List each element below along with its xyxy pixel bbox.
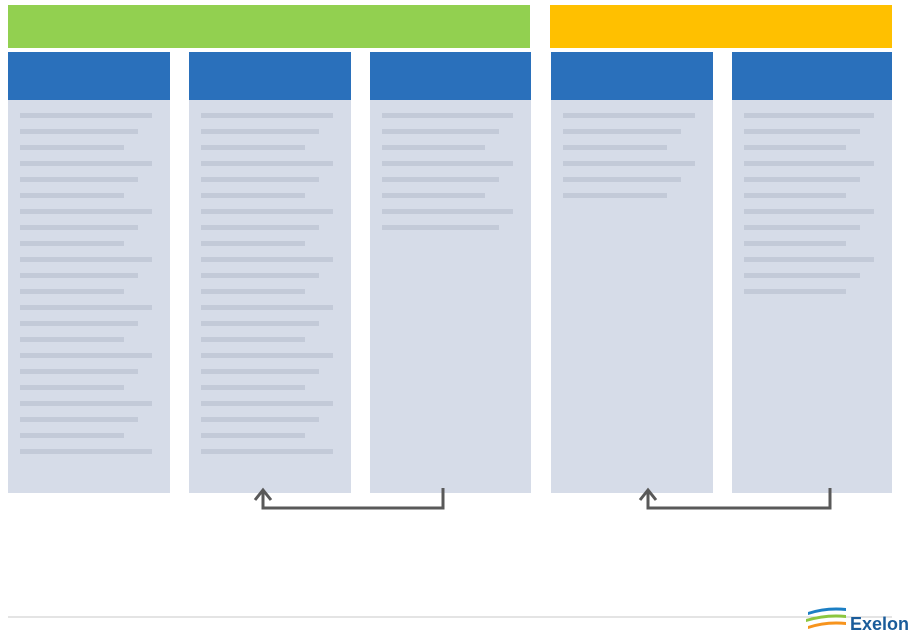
arrow-head: [638, 487, 658, 501]
blurred-text-line: [201, 209, 333, 214]
blurred-text-line: [20, 401, 152, 406]
blurred-text-line: [201, 273, 319, 278]
blurred-text-line: [382, 113, 513, 118]
blurred-text-line: [20, 433, 124, 438]
blurred-text-line: [201, 353, 333, 358]
column-header: [732, 52, 892, 100]
arrow: [261, 488, 445, 510]
blurred-text-line: [20, 449, 152, 454]
blurred-text-line: [20, 289, 124, 294]
column-header: [8, 52, 170, 100]
arrow: [646, 488, 832, 510]
blurred-text-line: [20, 177, 138, 182]
blurred-text-line: [20, 385, 124, 390]
blurred-text-line: [201, 385, 305, 390]
blurred-text-line: [201, 113, 333, 118]
arrows: [253, 487, 832, 510]
logo-stripe: [808, 621, 846, 629]
blurred-text-line: [201, 417, 319, 422]
blurred-text-line: [20, 417, 138, 422]
blurred-text-line: [201, 289, 305, 294]
columns: [8, 52, 892, 493]
column-body: [551, 100, 713, 493]
column-header: [370, 52, 531, 100]
logo-mark: [806, 607, 846, 629]
blurred-text-line: [201, 321, 319, 326]
blurred-text-line: [201, 177, 319, 182]
blurred-text-line: [744, 273, 860, 278]
blurred-text-line: [20, 257, 152, 262]
blurred-text-line: [744, 241, 846, 246]
blurred-text-line: [20, 161, 152, 166]
blurred-text-line: [744, 145, 846, 150]
blurred-text-line: [201, 401, 333, 406]
yellow-banner: [550, 5, 892, 48]
blurred-text-line: [563, 177, 681, 182]
blurred-text-line: [201, 257, 333, 262]
column-header: [551, 52, 713, 100]
blurred-text-line: [20, 241, 124, 246]
blurred-text-line: [20, 321, 138, 326]
blurred-text-line: [20, 209, 152, 214]
blurred-text-line: [563, 145, 667, 150]
logo-text: Exelon: [850, 614, 909, 633]
blurred-text-line: [744, 289, 846, 294]
blurred-text-line: [201, 193, 305, 198]
blurred-text-line: [201, 337, 305, 342]
blurred-text-line: [20, 145, 124, 150]
blurred-text-line: [744, 257, 874, 262]
blurred-text-line: [382, 129, 499, 134]
blurred-text-line: [20, 369, 138, 374]
blurred-text-line: [744, 129, 860, 134]
blurred-text-line: [20, 193, 124, 198]
blurred-text-line: [744, 193, 846, 198]
blurred-text-line: [201, 369, 319, 374]
blurred-text-line: [201, 433, 305, 438]
blurred-text-line: [20, 113, 152, 118]
blurred-text-line: [744, 225, 860, 230]
blurred-text-line: [20, 337, 124, 342]
blurred-text-line: [744, 177, 860, 182]
blurred-text-line: [563, 193, 667, 198]
logo-stripe: [806, 614, 846, 622]
blurred-text-line: [382, 225, 499, 230]
blurred-text-line: [20, 225, 138, 230]
blurred-text-line: [382, 177, 499, 182]
blurred-text-line: [744, 209, 874, 214]
blurred-text-line: [201, 145, 305, 150]
arrow-head: [253, 487, 273, 501]
logo-stripe: [808, 607, 846, 615]
blurred-text-line: [201, 225, 319, 230]
blurred-text-line: [201, 161, 333, 166]
blurred-text-line: [20, 353, 152, 358]
blurred-text-line: [20, 129, 138, 134]
column-header: [189, 52, 351, 100]
blurred-text-line: [744, 113, 874, 118]
blurred-text-line: [20, 273, 138, 278]
column-body: [370, 100, 531, 493]
blurred-text-line: [201, 305, 333, 310]
blurred-text-line: [382, 193, 485, 198]
blurred-text-line: [563, 129, 681, 134]
blurred-text-line: [563, 113, 695, 118]
column-body: [732, 100, 892, 493]
blurred-text-line: [201, 129, 319, 134]
blurred-text-line: [201, 449, 333, 454]
green-banner: [8, 5, 530, 48]
blurred-text-line: [201, 241, 305, 246]
blurred-text-line: [382, 145, 485, 150]
blurred-text-line: [382, 161, 513, 166]
blurred-text-line: [563, 161, 695, 166]
blurred-text-line: [744, 161, 874, 166]
blurred-text-line: [382, 209, 513, 214]
blurred-text-line: [20, 305, 152, 310]
